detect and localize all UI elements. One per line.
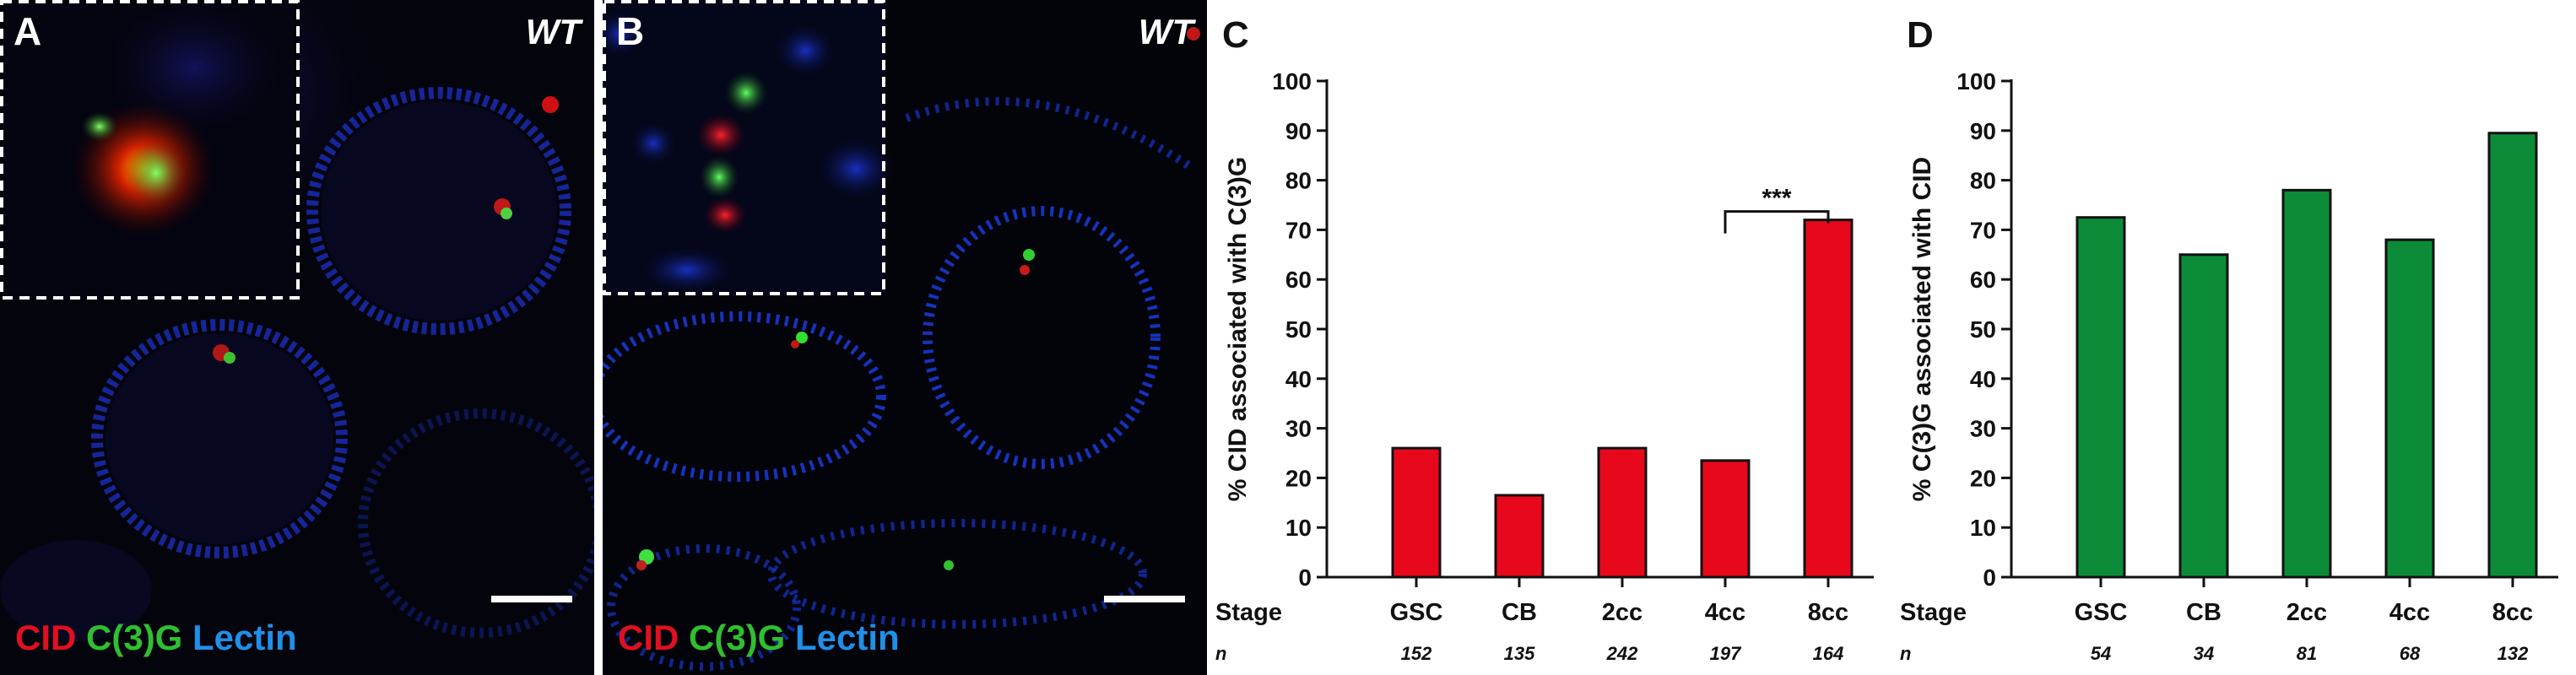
bar-8cc — [2487, 132, 2538, 579]
n-value-label: 164 — [1813, 643, 1844, 664]
y-tick-label: 70 — [1285, 217, 1312, 243]
y-tick-label: 90 — [1285, 118, 1312, 144]
stain-red-label: CID — [15, 618, 77, 657]
n-value-label: 135 — [1504, 643, 1535, 664]
stage-row-label: Stage — [1215, 599, 1282, 626]
y-tick-label: 0 — [1298, 564, 1312, 591]
stain-green-label: C(3)G — [86, 618, 183, 657]
x-tick-label: 2cc — [2286, 599, 2327, 626]
y-tick-label: 90 — [1970, 118, 1996, 144]
x-tick-label: 8cc — [1808, 599, 1848, 626]
y-tick-label: 80 — [1970, 168, 1996, 194]
stain-red-label: CID — [618, 618, 679, 657]
y-tick-label: 10 — [1970, 515, 1996, 541]
genotype-label-b: WT — [1138, 12, 1193, 51]
bar-4cc — [2384, 238, 2435, 579]
y-axis-label: % C(3)G associated with CID — [1908, 157, 1936, 501]
chart-panel-letter: C — [1222, 14, 1249, 56]
y-tick-label: 60 — [1285, 267, 1312, 293]
y-tick-label: 0 — [1983, 564, 1996, 591]
y-tick-label: 20 — [1970, 465, 1996, 491]
bar-GSC — [2075, 216, 2126, 579]
x-tick-label: 4cc — [2389, 599, 2430, 626]
stain-legend-b: CID C(3)G Lectin — [618, 618, 900, 658]
stain-blue-label: Lectin — [192, 618, 297, 657]
bar-CB — [1494, 494, 1545, 579]
n-value-label: 242 — [1606, 643, 1638, 664]
micrograph-a-image — [0, 0, 594, 675]
stain-green-label: C(3)G — [689, 618, 786, 657]
n-value-label: 34 — [2194, 643, 2214, 664]
x-tick-label: 8cc — [2492, 599, 2533, 626]
bar-8cc — [1803, 219, 1854, 579]
n-value-label: 152 — [1401, 643, 1432, 664]
chart-c-svg: C % CID associated with C(3)G 0 10 20 30 40 50 6… — [1215, 14, 1874, 664]
y-tick-label: 50 — [1970, 316, 1996, 343]
x-tick-label: 2cc — [1602, 599, 1642, 626]
micrograph-panel-a: A WT CID C(3)G Lectin — [0, 0, 594, 675]
x-tick-label: CB — [1502, 599, 1537, 626]
x-tick-label: CB — [2186, 599, 2222, 626]
n-value-label: 81 — [2297, 643, 2317, 664]
bar-4cc — [1700, 459, 1751, 579]
bar-2cc — [2281, 188, 2332, 579]
y-tick-label: 30 — [1970, 416, 1996, 442]
panel-letter-a: A — [14, 9, 42, 53]
stain-blue-label: Lectin — [795, 618, 900, 657]
y-tick-label: 60 — [1970, 267, 1996, 293]
y-tick-label: 100 — [1956, 68, 1996, 94]
n-value-label: 54 — [2091, 643, 2111, 664]
y-tick-label: 20 — [1285, 465, 1312, 491]
scale-bar-b — [1104, 596, 1185, 602]
n-row-label: n — [1900, 643, 1911, 664]
panel-letter-b: B — [616, 9, 645, 53]
bar-CB — [2178, 253, 2229, 579]
y-tick-label: 50 — [1285, 316, 1312, 343]
significance-label: *** — [1762, 185, 1791, 213]
genotype-label-a: WT — [525, 12, 581, 51]
y-tick-label: 10 — [1285, 515, 1312, 541]
chart-panel-letter: D — [1907, 14, 1934, 56]
y-tick-label: 40 — [1285, 366, 1312, 392]
y-tick-label: 80 — [1285, 168, 1312, 194]
n-value-label: 132 — [2498, 643, 2529, 664]
chart-c: C % CID associated with C(3)G 0 10 20 30 40 50 6… — [1207, 0, 1891, 675]
stain-legend-a: CID C(3)G Lectin — [15, 618, 297, 658]
y-tick-label: 40 — [1970, 366, 1996, 392]
chart-d-svg: D % C(3)G associated with CID 0 10 20 30 40 50 6… — [1900, 14, 2558, 664]
bar-GSC — [1391, 446, 1442, 579]
y-tick-label: 70 — [1970, 217, 1996, 243]
n-row-label: n — [1215, 643, 1226, 664]
micrograph-b-image — [603, 0, 1207, 675]
y-axis-label: % CID associated with C(3)G — [1224, 157, 1252, 501]
x-tick-label: GSC — [1390, 599, 1443, 626]
y-tick-label: 100 — [1272, 68, 1312, 94]
y-tick-label: 30 — [1285, 416, 1312, 442]
micrograph-panel-b: B WT CID C(3)G Lectin — [603, 0, 1207, 675]
scale-bar-a — [491, 596, 572, 602]
x-tick-label: 4cc — [1705, 599, 1745, 626]
n-value-label: 197 — [1710, 643, 1742, 664]
x-tick-label: GSC — [2075, 599, 2128, 626]
bar-2cc — [1597, 446, 1648, 579]
stage-row-label: Stage — [1900, 599, 1967, 626]
significance-bracket — [1724, 210, 1830, 234]
n-value-label: 68 — [2400, 643, 2421, 664]
chart-d: D % C(3)G associated with CID 0 10 20 30 40 50 6… — [1891, 0, 2576, 675]
